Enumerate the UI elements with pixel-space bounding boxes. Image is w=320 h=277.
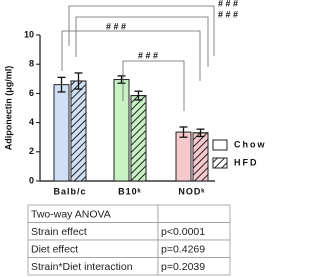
bar-hatch: [130, 95, 147, 182]
legend-label: HFD: [234, 157, 259, 167]
significance-label: # # #: [106, 21, 126, 31]
table-text: p=0.2039: [161, 261, 205, 273]
y-tick-label: 0: [29, 175, 34, 185]
y-tick-label: 10: [24, 29, 34, 39]
table-text: Diet effect: [31, 244, 78, 256]
table-text: Strain effect: [31, 226, 87, 238]
legend-swatch: [212, 157, 228, 169]
table-text: p=0.4269: [161, 244, 205, 256]
chart: Adiponectin (μg/ml) 0 2 4 6 8 10 Balb/c B10ᵏ NOD…: [3, 0, 267, 276]
significance-label: # # #: [218, 9, 238, 19]
bar-hatch: [70, 80, 87, 182]
bar: [113, 79, 130, 182]
significance-bracket: [75, 16, 209, 67]
x-tick-label: Balb/c: [53, 186, 86, 196]
table-text: p<0.0001: [161, 226, 205, 238]
bar-hatch: [192, 132, 209, 182]
bar: [175, 131, 192, 182]
x-tick-label: B10ᵏ: [118, 186, 142, 196]
table-cell: [157, 257, 231, 276]
significance-label: # # #: [138, 50, 158, 60]
significance-bracket: [68, 5, 215, 56]
significance-bracket: [61, 30, 201, 81]
bar: [53, 84, 70, 182]
table-text: Strain*Diet interaction: [31, 261, 133, 273]
y-axis-label: Adiponectin (μg/ml): [3, 66, 13, 151]
table-text: Two-way ANOVA: [31, 209, 111, 221]
significance-label: # # #: [218, 0, 238, 8]
legend-swatch: [212, 139, 228, 151]
x-tick-label: NODᵏ: [178, 186, 205, 196]
legend-label: Chow: [234, 139, 267, 149]
table-cell: [157, 204, 231, 223]
y-tick-label: 2: [29, 146, 34, 156]
y-tick-label: 6: [29, 88, 34, 98]
significance-bracket: [122, 60, 185, 111]
y-tick-label: 8: [29, 59, 34, 69]
y-tick-label: 4: [29, 117, 34, 127]
